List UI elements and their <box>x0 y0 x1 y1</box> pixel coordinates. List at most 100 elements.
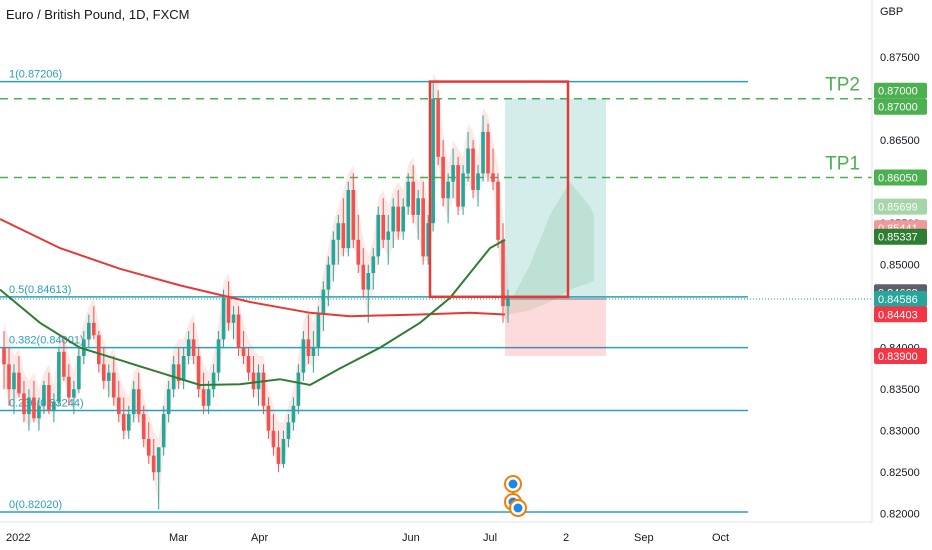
candle-body <box>346 190 351 249</box>
candle-body <box>156 447 161 473</box>
candle-body <box>296 372 301 406</box>
candle-body <box>151 455 156 473</box>
candle-body <box>476 173 480 190</box>
candle-body <box>77 356 81 390</box>
candle-body <box>501 239 505 307</box>
candle-body <box>496 181 500 240</box>
candle-body <box>136 389 141 415</box>
event-marker-dot <box>508 479 518 489</box>
ma-red-line <box>0 218 506 318</box>
candle-body <box>371 256 376 273</box>
price-tick-label: 0.83000 <box>880 426 920 438</box>
time-tick-label: Jul <box>483 532 497 544</box>
candle-body <box>426 223 430 257</box>
candle-body <box>491 173 495 182</box>
target-label: TP2 <box>825 75 860 96</box>
candle-body <box>411 181 415 215</box>
price-tag <box>874 291 927 308</box>
price-tag <box>874 348 927 364</box>
fib-level-label: 0(0.82020) <box>9 499 62 511</box>
candle-body <box>2 347 6 365</box>
price-tag-text: 0.84586 <box>878 294 918 306</box>
price-tag <box>874 169 927 186</box>
fib-level-label: 0.5(0.84613) <box>9 284 71 296</box>
candle-body <box>471 148 475 190</box>
candle-body <box>396 206 401 232</box>
fib-level-label: 0.382(0.84001) <box>9 335 84 347</box>
candle-body <box>431 98 435 224</box>
fib-level-label: 1(0.87206) <box>9 69 62 81</box>
price-tick-label: 0.85000 <box>880 260 920 272</box>
candle-body <box>436 98 440 157</box>
candle-body <box>111 372 116 398</box>
candle-body <box>161 414 166 448</box>
candle-body <box>231 314 236 323</box>
position-loss-zone <box>505 299 606 356</box>
time-tick-label: Oct <box>712 532 729 544</box>
price-tick-label: 0.82500 <box>880 467 920 479</box>
cloud-bearish <box>4 73 508 506</box>
candle-body <box>176 364 181 381</box>
price-tick-label: 0.87500 <box>880 52 920 64</box>
candle-body <box>366 273 371 290</box>
candle-body <box>121 414 126 431</box>
candle-body <box>72 389 76 398</box>
candle-body <box>351 190 356 240</box>
candle-body <box>22 393 26 415</box>
position-profit-zone <box>505 98 606 300</box>
symbol-title[interactable]: Euro / British Pound, 1D, FXCM <box>6 7 190 22</box>
candle-body <box>201 389 206 406</box>
candle-body <box>226 297 231 323</box>
target-label: TP1 <box>825 154 860 175</box>
candle-body <box>451 165 455 182</box>
candle-body <box>311 347 316 356</box>
candle-body <box>276 447 281 464</box>
candle-body <box>191 339 196 356</box>
candle-body <box>341 223 346 249</box>
ma-green-line <box>0 238 506 387</box>
price-tag <box>874 228 927 245</box>
cloud-bullish <box>508 181 594 315</box>
candle-body <box>62 351 66 377</box>
price-tag-text: 0.87000 <box>878 102 918 114</box>
candle-body <box>166 389 171 415</box>
candle-body <box>506 297 510 307</box>
candle-body <box>291 405 296 423</box>
candle-body <box>286 422 291 439</box>
fib-levels: 1(0.87206) 0.5(0.84613) 0.382(0.84001) 0.23… <box>0 69 872 513</box>
candle-body <box>67 376 71 398</box>
position-tool <box>505 98 606 356</box>
candle-body <box>241 347 246 356</box>
candle-body <box>181 356 186 381</box>
price-tag <box>874 306 927 323</box>
candle-body <box>441 156 445 199</box>
price-tag-text: 0.85337 <box>878 232 918 244</box>
candle-body <box>27 397 31 415</box>
candle-body <box>186 339 191 356</box>
candle-body <box>97 335 101 365</box>
candle-body <box>146 439 151 456</box>
candle-body <box>57 351 61 402</box>
price-tag-text: 0.86050 <box>878 173 918 185</box>
candle-body <box>361 264 366 290</box>
candle-body <box>446 181 450 199</box>
candle-body <box>7 364 11 390</box>
price-tag-text: 0.87000 <box>878 86 918 98</box>
candle-body <box>131 389 136 415</box>
candles <box>2 82 510 510</box>
time-tick-label: Sep <box>634 532 654 544</box>
candle-body <box>326 264 331 290</box>
candle-body <box>12 372 16 390</box>
candle-body <box>456 165 460 207</box>
candle-body <box>421 198 425 257</box>
candle-body <box>356 239 361 265</box>
candle-body <box>486 131 490 174</box>
consolidation-box <box>428 80 570 299</box>
price-tag <box>874 82 927 99</box>
candle-body <box>481 131 485 174</box>
candle-body <box>331 239 336 265</box>
overlays <box>428 80 570 517</box>
candle-body <box>376 214 381 257</box>
candle-body <box>126 414 131 431</box>
